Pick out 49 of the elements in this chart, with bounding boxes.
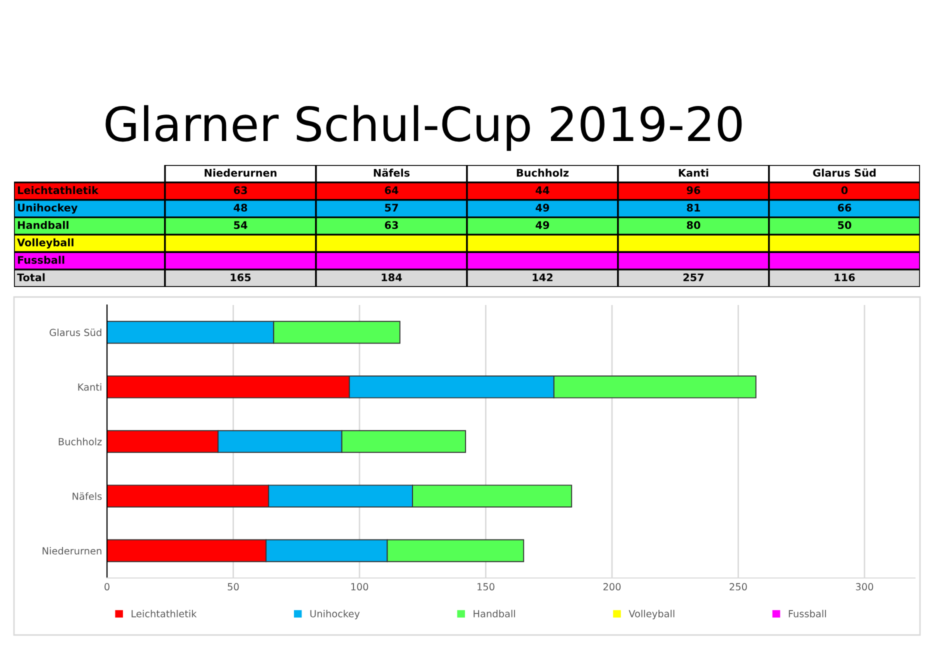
data-label: 63: [384, 221, 398, 230]
legend-label: Unihockey: [310, 610, 360, 620]
text: 184: [382, 273, 402, 282]
text: Fussball: [18, 256, 64, 264]
data-label: 50: [838, 221, 852, 230]
text: 257: [683, 273, 704, 282]
x-tick-label: 50: [228, 583, 239, 590]
text: 116: [834, 273, 855, 282]
category-label: Näfels: [374, 168, 410, 177]
data-label: 57: [385, 204, 398, 212]
data-label: 66: [838, 204, 852, 212]
category-label: Kanti: [678, 168, 708, 177]
y-tick-label: Niederurnen: [42, 547, 102, 555]
x-tick-label: 150: [478, 583, 494, 590]
data-label: 96: [686, 186, 700, 194]
legend-label: Fussball: [788, 610, 826, 618]
x-tick-label: 200: [603, 583, 621, 590]
data-label: 49: [536, 204, 550, 212]
data-label: 81: [686, 204, 700, 212]
x-tick-label: 300: [856, 583, 874, 590]
text: Glarner Schul-Cup 2019-20: [106, 105, 742, 151]
data-label: 44: [536, 186, 550, 194]
data-label: 49: [536, 221, 550, 230]
y-tick-label: Buchholz: [58, 438, 102, 446]
legend-label: Leichtathletik: [132, 610, 197, 618]
text: Handball: [18, 220, 68, 230]
text: Unihockey: [18, 203, 78, 214]
text: Volleyball: [17, 238, 74, 249]
x-tick-label: 0: [104, 583, 110, 590]
data-label: 63: [234, 186, 247, 194]
y-tick-label: Glarus Süd: [50, 328, 102, 336]
x-tick-label: 100: [351, 583, 368, 590]
data-label: 80: [686, 221, 700, 230]
text: 142: [532, 273, 552, 282]
text: Leichtathletik: [18, 186, 99, 194]
x-tick-label: 250: [730, 583, 747, 590]
text: 165: [230, 273, 251, 282]
data-label: 48: [234, 204, 248, 212]
legend-label: Volleyball: [628, 610, 674, 620]
y-tick-label: Näfels: [72, 492, 102, 500]
data-label: 64: [384, 186, 398, 194]
text: Total: [17, 273, 45, 282]
legend-label: Handball: [474, 610, 515, 618]
data-label: 54: [234, 221, 248, 230]
category-label: Glarus Süd: [813, 168, 876, 177]
y-tick-label: Kanti: [78, 383, 102, 391]
category-label: Buchholz: [516, 168, 569, 177]
category-label: Niederurnen: [204, 168, 276, 177]
data-label: 0: [841, 186, 848, 194]
